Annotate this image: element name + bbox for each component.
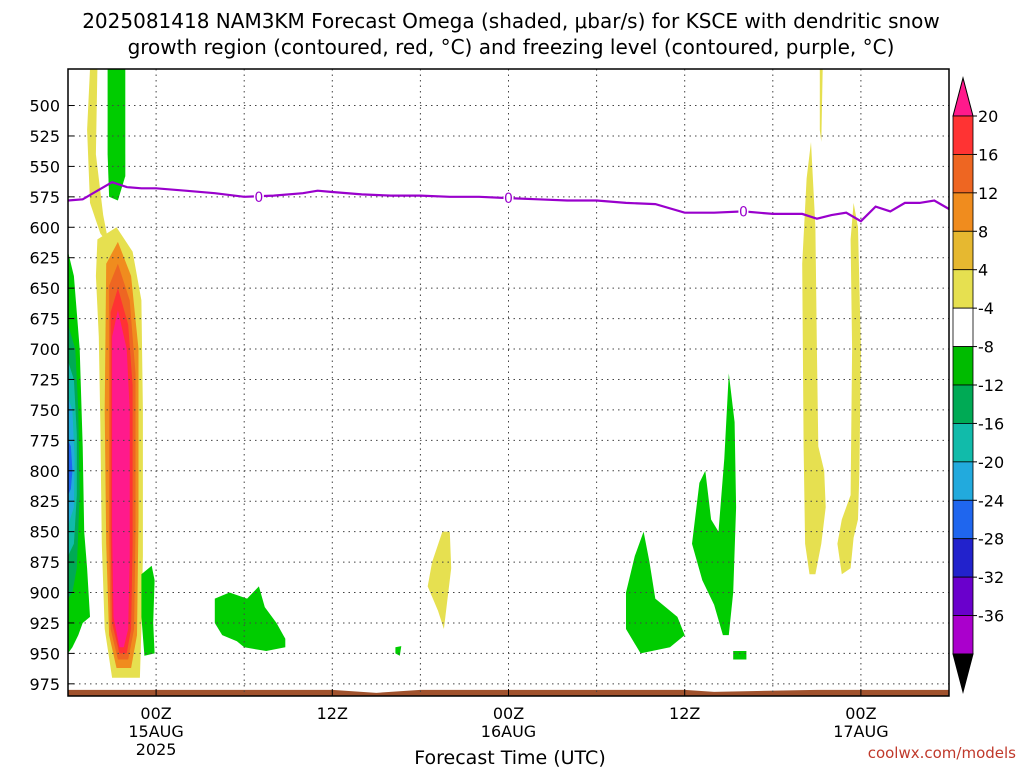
omega-region-yellow-col-i: [837, 202, 861, 575]
colorbar-label-12: -32: [978, 568, 1004, 587]
y-tick-label-950: 950: [29, 644, 60, 663]
y-tick-label-625: 625: [29, 249, 60, 268]
y-tick-label-850: 850: [29, 523, 60, 542]
freezing-level-label-2: 0: [739, 204, 748, 220]
y-tick-label-525: 525: [29, 127, 60, 146]
colorbar-label-1: 16: [978, 145, 998, 164]
y-tick-label-825: 825: [29, 492, 60, 511]
y-tick-label-875: 875: [29, 553, 60, 572]
colorbar-swatch-9: [952, 461, 974, 501]
omega-region-yellow-col-h: [802, 142, 826, 575]
y-tick-label-650: 650: [29, 279, 60, 298]
colorbar-label-10: -24: [978, 491, 1004, 510]
colorbar-swatch-6: [952, 346, 974, 386]
y-tick-label-775: 775: [29, 431, 60, 450]
colorbar-label-13: -36: [978, 607, 1004, 626]
y-tick-label-925: 925: [29, 614, 60, 633]
colorbar-swatch-7: [952, 384, 974, 424]
freezing-level-label-1: 0: [504, 191, 513, 207]
x-tick-date-0: 15AUG: [128, 722, 183, 741]
freezing-level-line: [67, 180, 950, 223]
colorbar-label-8: -16: [978, 414, 1004, 433]
freezing-level-label-bg-2: [738, 204, 749, 219]
colorbar-swatch-11: [952, 538, 974, 578]
y-tick-label-975: 975: [29, 675, 60, 694]
omega-region-left-edge-darkblue: [68, 440, 73, 496]
omega-region-green-speck-g: [733, 651, 747, 660]
colorbar-swatch-12: [952, 576, 974, 616]
colorbar-label-5: -4: [978, 299, 994, 318]
freezing-level-label-bg-0: [253, 189, 264, 204]
chart-title-line1: 2025081418 NAM3KM Forecast Omega (shaded…: [82, 9, 940, 33]
colorbar-swatch-0: [952, 115, 974, 155]
x-tick-date-2: 16AUG: [481, 722, 536, 741]
colorbar-swatch-3: [952, 230, 974, 271]
x-tick-label-3: 12Z: [669, 704, 700, 723]
y-tick-label-575: 575: [29, 188, 60, 207]
colorbar-label-2: 12: [978, 184, 998, 203]
colorbar-swatch-5: [952, 307, 974, 347]
x-axis-label: Forecast Time (UTC): [414, 747, 605, 768]
colorbar-swatch-4: [952, 269, 974, 309]
y-axis-ticks: 500 525 550 575 600 625 650 675 700 725 750 775 800 8…: [29, 97, 74, 694]
colorbar-swatch-13: [952, 615, 974, 655]
omega-region-green-blob-f: [692, 373, 737, 636]
omega-region-yellow-upper-column: [87, 69, 110, 246]
colorbar: 20 16 12 8 4 -4 -8 -12 -16 -20 -24 -28 -32 -36: [952, 76, 1004, 694]
y-tick-label-900: 900: [29, 584, 60, 603]
colorbar-swatch-1: [952, 154, 974, 194]
omega-region-magenta-core: [112, 310, 130, 648]
x-tick-label-1: 12Z: [317, 704, 348, 723]
omega-region-upper-green-column: [107, 69, 126, 201]
omega-region-green-speck-d: [395, 646, 402, 656]
colorbar-label-7: -12: [978, 376, 1004, 395]
freezing-level-label-bg-1: [503, 191, 514, 206]
x-tick-label-4: 00Z: [845, 704, 876, 723]
y-tick-label-750: 750: [29, 401, 60, 420]
y-tick-label-550: 550: [29, 157, 60, 176]
y-tick-label-600: 600: [29, 218, 60, 237]
colorbar-swatch-2: [952, 192, 974, 232]
chart-title-line2: growth region (contoured, red, °C) and f…: [128, 35, 895, 59]
colorbar-swatch-10: [952, 499, 974, 540]
colorbar-label-6: -8: [978, 338, 994, 357]
colorbar-label-9: -20: [978, 453, 1004, 472]
omega-region-yellow-blob-c: [427, 531, 452, 629]
x-tick-date-4: 17AUG: [833, 722, 888, 741]
y-tick-label-700: 700: [29, 340, 60, 359]
y-tick-label-675: 675: [29, 310, 60, 329]
freezing-level-layer: 0 0 0: [67, 180, 950, 223]
omega-region-green-blob-a: [141, 565, 155, 656]
y-tick-label-800: 800: [29, 462, 60, 481]
y-tick-label-500: 500: [29, 97, 60, 116]
y-tick-label-725: 725: [29, 370, 60, 389]
omega-region-green-blob-b: [214, 586, 286, 651]
omega-region-yellow-top-j: [819, 69, 823, 142]
colorbar-label-0: 20: [978, 107, 998, 126]
credit-text: coolwx.com/models: [868, 744, 1016, 762]
colorbar-bottom-arrow: [952, 653, 974, 694]
colorbar-label-3: 8: [978, 222, 988, 241]
colorbar-label-4: 4: [978, 261, 988, 280]
freezing-level-label-0: 0: [254, 190, 263, 206]
x-tick-year-0: 2025: [136, 740, 177, 759]
colorbar-top-arrow: [952, 76, 974, 117]
x-tick-label-0: 00Z: [140, 704, 171, 723]
colorbar-swatch-8: [952, 423, 974, 463]
colorbar-label-11: -28: [978, 530, 1004, 549]
x-tick-label-2: 00Z: [493, 704, 524, 723]
